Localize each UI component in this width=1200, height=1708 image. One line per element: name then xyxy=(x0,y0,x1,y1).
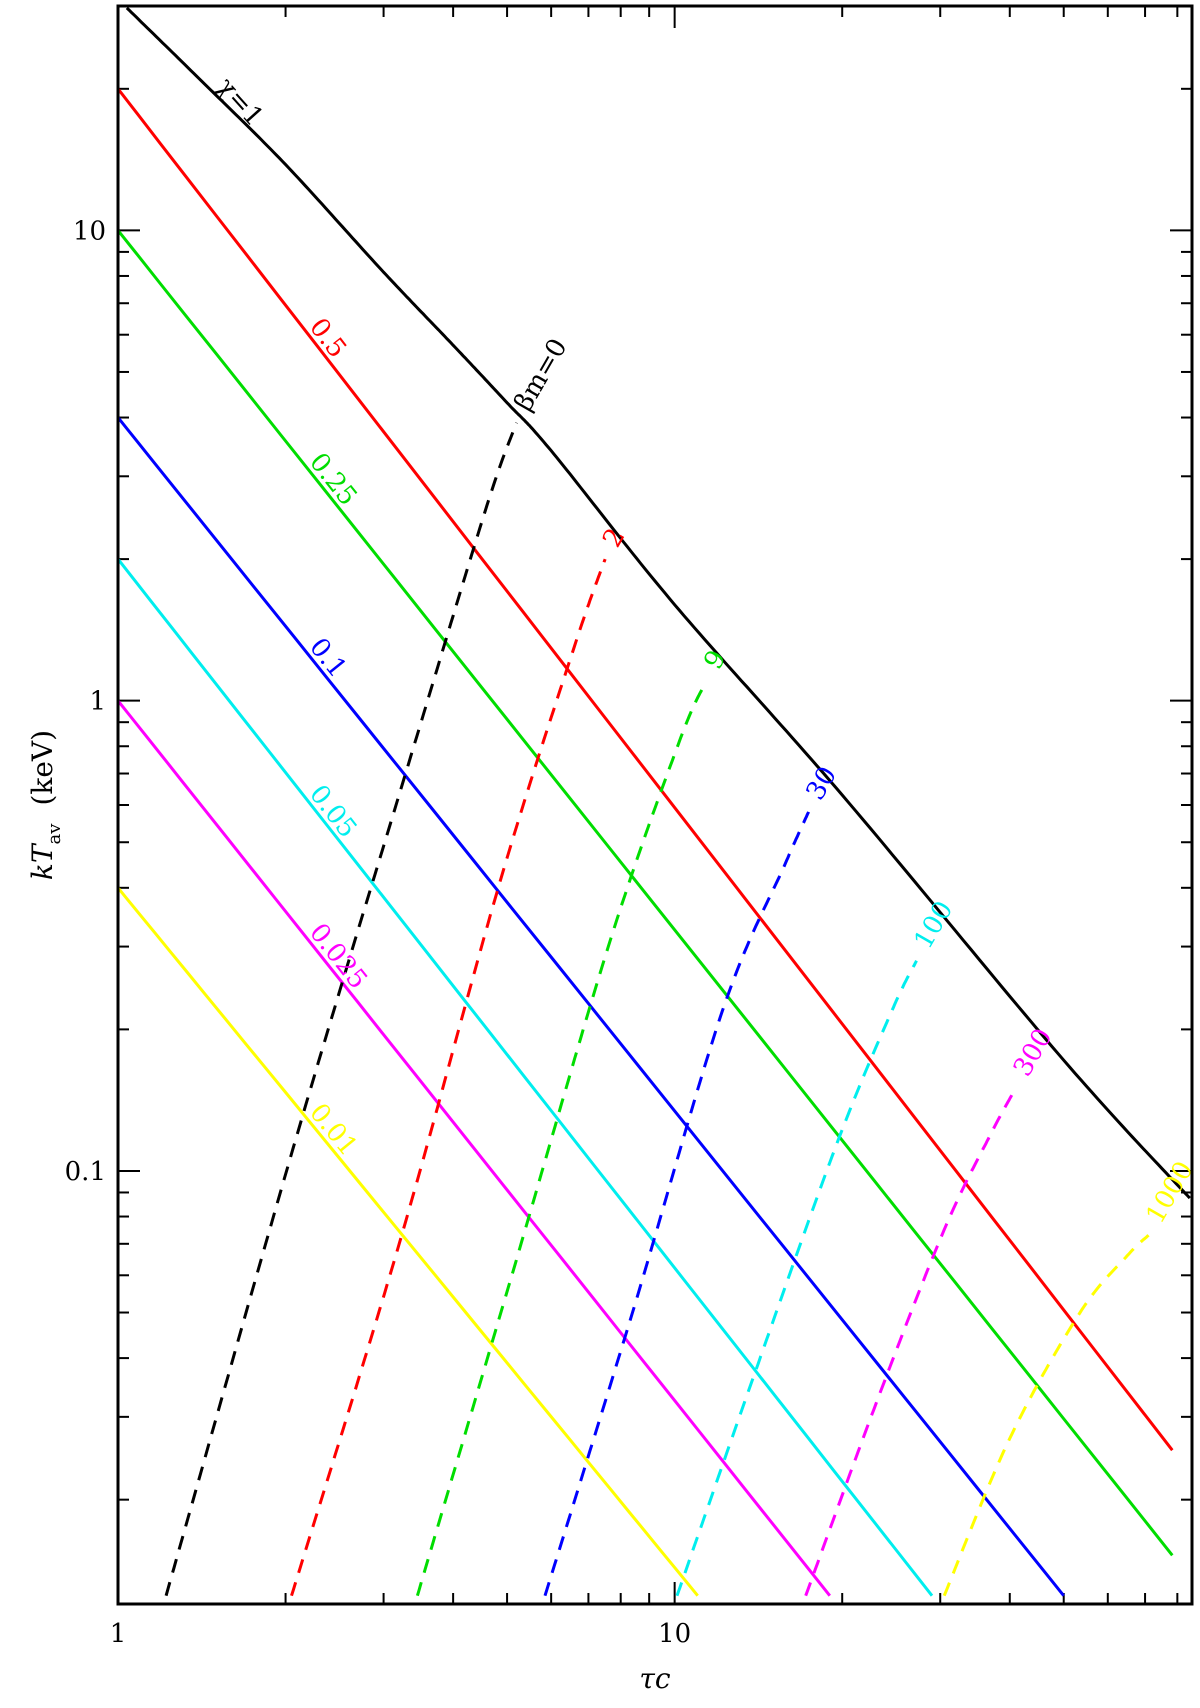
tick-labels: 1 10 0.1 1 10 xyxy=(65,216,692,1649)
solid-series-line-0 xyxy=(125,6,1191,1200)
y-tick-label: 0.1 xyxy=(65,1157,106,1187)
dashed-series-line-5 xyxy=(804,1087,1018,1597)
plot-curves xyxy=(118,6,1191,1597)
dashed-series-line-6 xyxy=(942,1234,1150,1597)
dashed-series-line-0 xyxy=(164,422,519,1597)
dashed-series-line-3 xyxy=(543,811,810,1597)
dashed-series-line-4 xyxy=(675,960,918,1597)
y-axis-label-unit: (keV) xyxy=(26,730,59,806)
solid-series-line-1 xyxy=(118,87,1174,1452)
y-tick-label: 1 xyxy=(89,687,106,717)
y-axis-label-sub: av xyxy=(44,823,65,845)
solid-series-line-6 xyxy=(118,886,699,1597)
solid-series-line-5 xyxy=(118,699,831,1597)
x-tick-label: 10 xyxy=(658,1619,691,1649)
dashed-series-line-1 xyxy=(290,558,607,1597)
axis-ticks xyxy=(117,5,1192,1604)
plot-frame xyxy=(116,4,1194,1606)
dashed-series-line-2 xyxy=(415,680,708,1597)
y-tick-label: 10 xyxy=(73,216,106,246)
x-tick-label: 1 xyxy=(110,1619,127,1649)
solid-series-line-4 xyxy=(118,558,934,1597)
x-axis-label: τc xyxy=(639,1662,670,1695)
solid-series-line-2 xyxy=(118,229,1174,1557)
y-axis-label: kTav (keV) xyxy=(26,730,65,880)
solid-series-line-3 xyxy=(118,416,1065,1597)
y-axis-label-main: kT xyxy=(26,842,59,880)
